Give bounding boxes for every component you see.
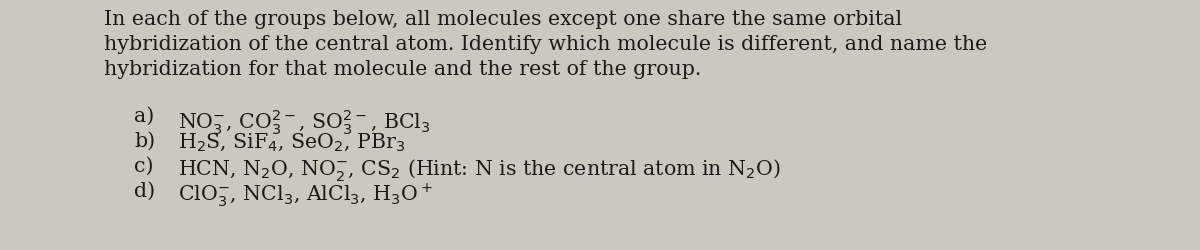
Text: H$_2$S, SiF$_4$, SeO$_2$, PBr$_3$: H$_2$S, SiF$_4$, SeO$_2$, PBr$_3$: [178, 132, 406, 154]
Text: hybridization for that molecule and the rest of the group.: hybridization for that molecule and the …: [104, 60, 702, 79]
Text: a): a): [134, 106, 155, 126]
Text: b): b): [134, 132, 156, 150]
Text: NO$_3^{-}$, CO$_3^{2-}$, SO$_3^{2-}$, BCl$_3$: NO$_3^{-}$, CO$_3^{2-}$, SO$_3^{2-}$, BC…: [178, 106, 431, 136]
Text: c): c): [134, 156, 154, 175]
Text: d): d): [134, 181, 156, 200]
Text: ClO$_3^{-}$, NCl$_3$, AlCl$_3$, H$_3$O$^+$: ClO$_3^{-}$, NCl$_3$, AlCl$_3$, H$_3$O$^…: [178, 181, 432, 209]
Text: HCN, N$_2$O, NO$_2^{-}$, CS$_2$ (Hint: N is the central atom in N$_2$O): HCN, N$_2$O, NO$_2^{-}$, CS$_2$ (Hint: N…: [178, 156, 780, 182]
Text: hybridization of the central atom. Identify which molecule is different, and nam: hybridization of the central atom. Ident…: [104, 35, 988, 54]
Text: In each of the groups below, all molecules except one share the same orbital: In each of the groups below, all molecul…: [104, 10, 902, 29]
